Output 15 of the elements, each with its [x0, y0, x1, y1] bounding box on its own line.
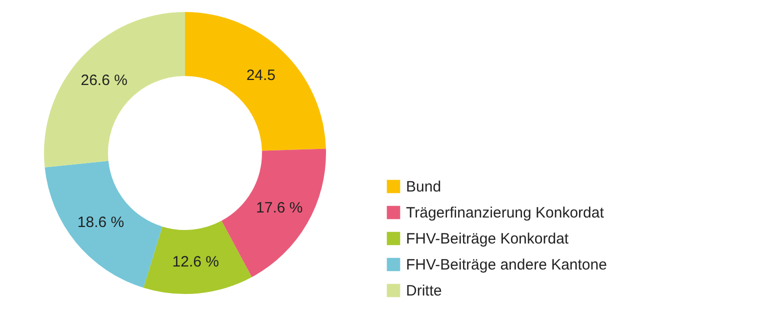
data-label: 24.5: [246, 66, 276, 84]
legend-label: Trägerfinanzierung Konkordat: [406, 204, 605, 222]
legend-label: Dritte: [406, 282, 442, 300]
data-label: 18.6 %: [77, 214, 124, 232]
data-label: 26.6 %: [80, 72, 128, 89]
donut-slice: [44, 12, 185, 168]
data-label: 17.6 %: [256, 200, 303, 216]
legend-label: FHV-Beiträge andere Kantone: [406, 256, 607, 274]
legend-label: Bund: [406, 178, 442, 196]
data-label: 12.6 %: [172, 253, 219, 270]
legend-label: FHV-Beiträge Konkordat: [406, 230, 570, 248]
donut-slice: [185, 12, 326, 151]
donut-slice: [144, 220, 252, 294]
donut-slice: [221, 148, 326, 278]
donut-slice: [44, 160, 162, 288]
